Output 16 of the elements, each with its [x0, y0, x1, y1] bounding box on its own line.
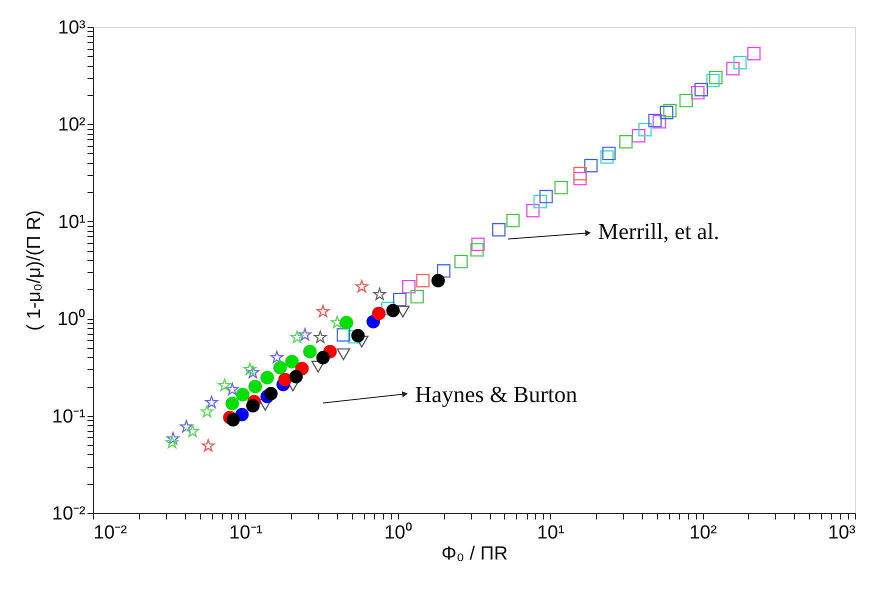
- x-tick-label: 10¹: [536, 522, 564, 544]
- y-axis-title: ( 1-μ₀/μ)/(Π R): [24, 210, 46, 331]
- x-tick-label: 10²: [689, 522, 717, 544]
- x-tick-label: 10⁰: [384, 522, 412, 544]
- x-tick-label: 10³: [828, 522, 856, 544]
- y-tick-label: 10⁰: [57, 308, 86, 330]
- x-tick-label: 10⁻¹: [229, 522, 263, 544]
- y-tick-label: 10¹: [58, 212, 86, 233]
- annotation: Haynes & Burton: [415, 382, 578, 407]
- y-tick-label: 10⁻²: [52, 504, 86, 524]
- annotation: Merrill, et al.: [598, 219, 720, 244]
- y-tick-label: 10²: [58, 114, 86, 136]
- y-tick-label: 10³: [58, 18, 86, 38]
- y-tick-label: 10⁻¹: [52, 406, 86, 428]
- x-tick-label: 10⁻²: [94, 522, 127, 544]
- x-axis-title: Φ₀ / ΠR: [441, 544, 508, 564]
